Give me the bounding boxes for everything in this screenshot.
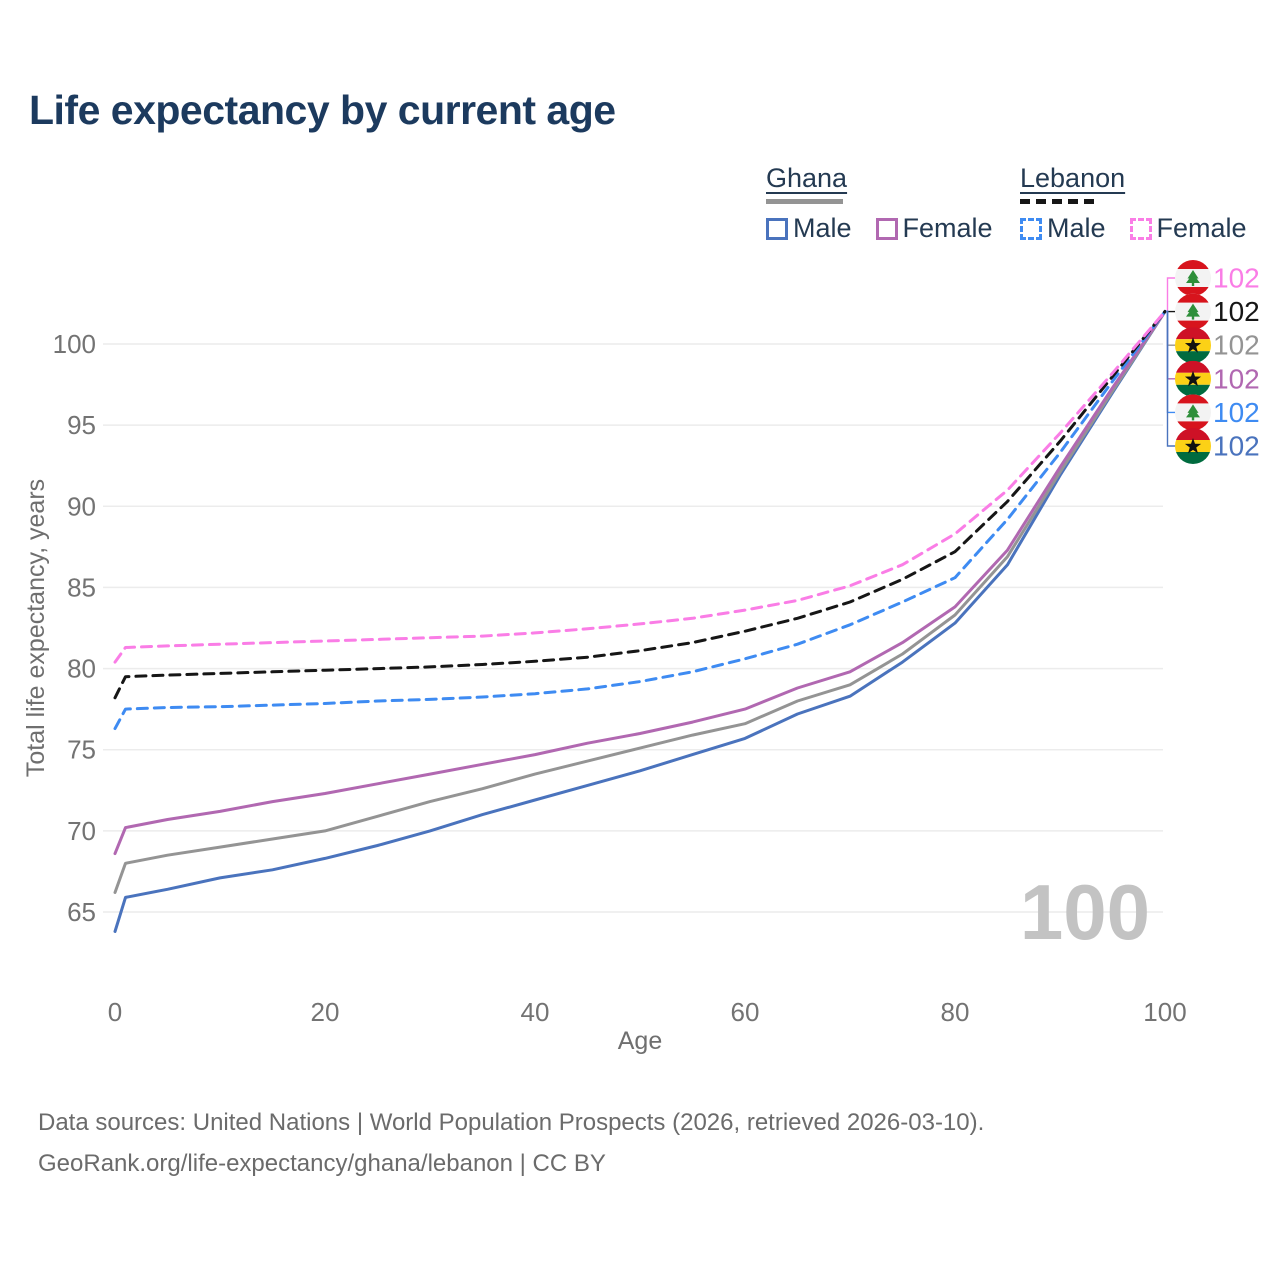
lebanon-line-style-swatch [1020,199,1097,204]
y-tick-label: 95 [67,410,96,440]
ghana-male-swatch-icon [766,217,788,240]
x-tick-label: 40 [521,997,550,1027]
y-tick-label: 65 [67,897,96,927]
y-tick-label: 100 [53,329,96,359]
y-tick-label: 85 [67,572,96,602]
series-line-lebanon_male[interactable] [113,310,1167,731]
end-value-label-lebanon_female: 102 [1213,263,1260,294]
age-counter-watermark: 100 [1020,868,1150,956]
legend-item-ghana-female[interactable]: Female [875,213,993,244]
series-line-ghana_all[interactable] [113,310,1167,894]
black-star-icon [1184,370,1202,387]
y-tick-label: 75 [67,735,96,765]
leader-line-lebanon_female [1166,277,1175,313]
legend-label-ghana-female: Female [902,213,993,243]
series-line-lebanon_all[interactable] [113,310,1167,700]
end-value-label-lebanon_all: 102 [1213,296,1260,327]
gridlines: 65 70 75 80 85 90 95 100 0 20 40 60 80 100 [53,329,1187,1027]
legend-ghana-title[interactable]: Ghana [766,163,848,193]
lebanon-female-swatch-icon [1129,217,1152,240]
legend-item-ghana-male[interactable]: Male [766,213,852,244]
legend-label-lebanon-female: Female [1156,213,1247,243]
end-value-label-ghana_female: 102 [1213,363,1260,394]
footer-line-2[interactable]: GeoRank.org/life-expectancy/ghana/lebano… [38,1149,606,1177]
leader-line-ghana_male [1166,310,1175,447]
y-tick-label: 70 [67,816,96,846]
footer-line-1: Data sources: United Nations | World Pop… [38,1109,985,1136]
x-tick-label: 80 [941,997,970,1027]
series-lines [113,310,1167,933]
lebanon-flag-icon [1175,293,1211,330]
page-title: Life expectancy by current age [29,87,616,133]
x-tick-label: 100 [1143,997,1186,1027]
legend-group-ghana: Ghana Male Female [766,163,993,244]
lebanon-male-swatch-icon [1020,217,1042,240]
lebanon-flag-icon [1175,394,1211,431]
y-axis-title: Total life expectancy, years [22,479,50,777]
x-tick-label: 20 [311,997,340,1027]
black-star-icon [1184,337,1202,353]
ghana-female-swatch-icon [875,217,898,240]
series-line-ghana_female[interactable] [113,310,1167,856]
legend-lebanon-title[interactable]: Lebanon [1020,163,1126,193]
series-line-ghana_male[interactable] [113,310,1167,933]
legend-group-lebanon: Lebanon Male Female [1020,163,1247,244]
y-tick-label: 80 [67,654,96,684]
end-value-label-lebanon_male: 102 [1213,397,1260,428]
x-tick-label: 0 [108,997,122,1027]
ghana-flag-icon [1175,428,1211,464]
ghana-flag-icon [1175,360,1211,397]
legend-label-ghana-male: Male [793,213,852,243]
end-value-label-ghana_male: 102 [1213,431,1260,462]
legend-item-lebanon-male[interactable]: Male [1020,213,1106,244]
ghana-flag-icon [1175,327,1211,364]
end-value-label-ghana_all: 102 [1213,330,1260,361]
legend-item-lebanon-female[interactable]: Female [1129,213,1247,244]
data-source-footer: Data sources: United Nations | World Pop… [38,1103,984,1185]
legend-label-lebanon-male: Male [1047,213,1106,243]
series-line-lebanon_female[interactable] [113,310,1167,664]
ghana-line-style-swatch [766,199,843,204]
x-tick-label: 60 [731,997,760,1027]
black-star-icon [1184,438,1202,454]
y-tick-label: 90 [67,491,96,521]
x-axis-title: Age [618,1027,662,1055]
lebanon-flag-icon [1175,260,1211,296]
